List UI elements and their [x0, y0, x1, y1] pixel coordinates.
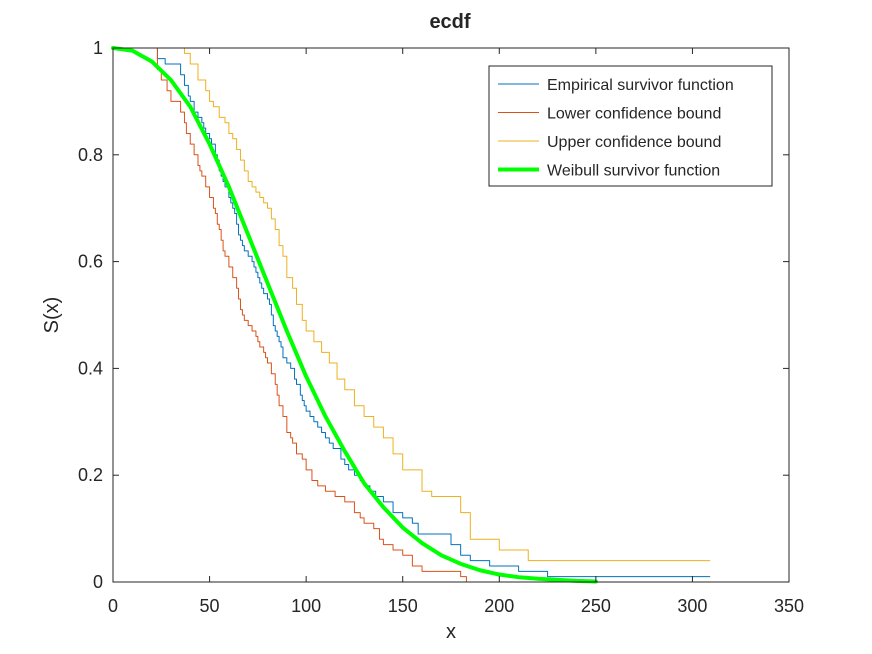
x-tick-label: 250 — [581, 596, 611, 616]
x-tick-label: 150 — [388, 596, 418, 616]
y-tick-label: 0.2 — [78, 465, 103, 485]
y-tick-label: 1 — [93, 38, 103, 58]
x-tick-label: 300 — [677, 596, 707, 616]
series-line-2 — [112, 47, 467, 583]
legend-box — [488, 65, 773, 187]
series-layer — [111, 46, 711, 584]
y-axis-label: S(x) — [41, 297, 63, 334]
plot-frame — [112, 47, 790, 583]
x-axis: 0 50 100 150 200 250 300 350 — [108, 48, 804, 616]
series-line-4 — [111, 46, 598, 584]
x-tick-label: 0 — [108, 596, 118, 616]
x-tick-label: 200 — [484, 596, 514, 616]
legend: Empirical survivor function Lower confide… — [488, 65, 773, 187]
x-tick-label: 100 — [291, 596, 321, 616]
y-tick-label: 0.4 — [78, 358, 103, 378]
legend-label-3: Upper confidence bound — [547, 134, 721, 151]
y-tick-label: 0.6 — [78, 252, 103, 272]
x-axis-label: x — [446, 621, 456, 643]
chart-title: ecdf — [429, 11, 470, 33]
y-tick-label: 0.8 — [78, 145, 103, 165]
series-line-3 — [112, 47, 711, 562]
legend-label-1: Empirical survivor function — [547, 77, 734, 94]
y-tick-label: 0 — [93, 572, 103, 592]
y-axis: 0 0.2 0.4 0.6 0.8 1 — [78, 38, 789, 592]
legend-label-4: Weibull survivor function — [547, 163, 720, 180]
x-tick-label: 350 — [774, 596, 804, 616]
x-tick-label: 50 — [200, 596, 220, 616]
legend-label-2: Lower confidence bound — [547, 106, 721, 123]
